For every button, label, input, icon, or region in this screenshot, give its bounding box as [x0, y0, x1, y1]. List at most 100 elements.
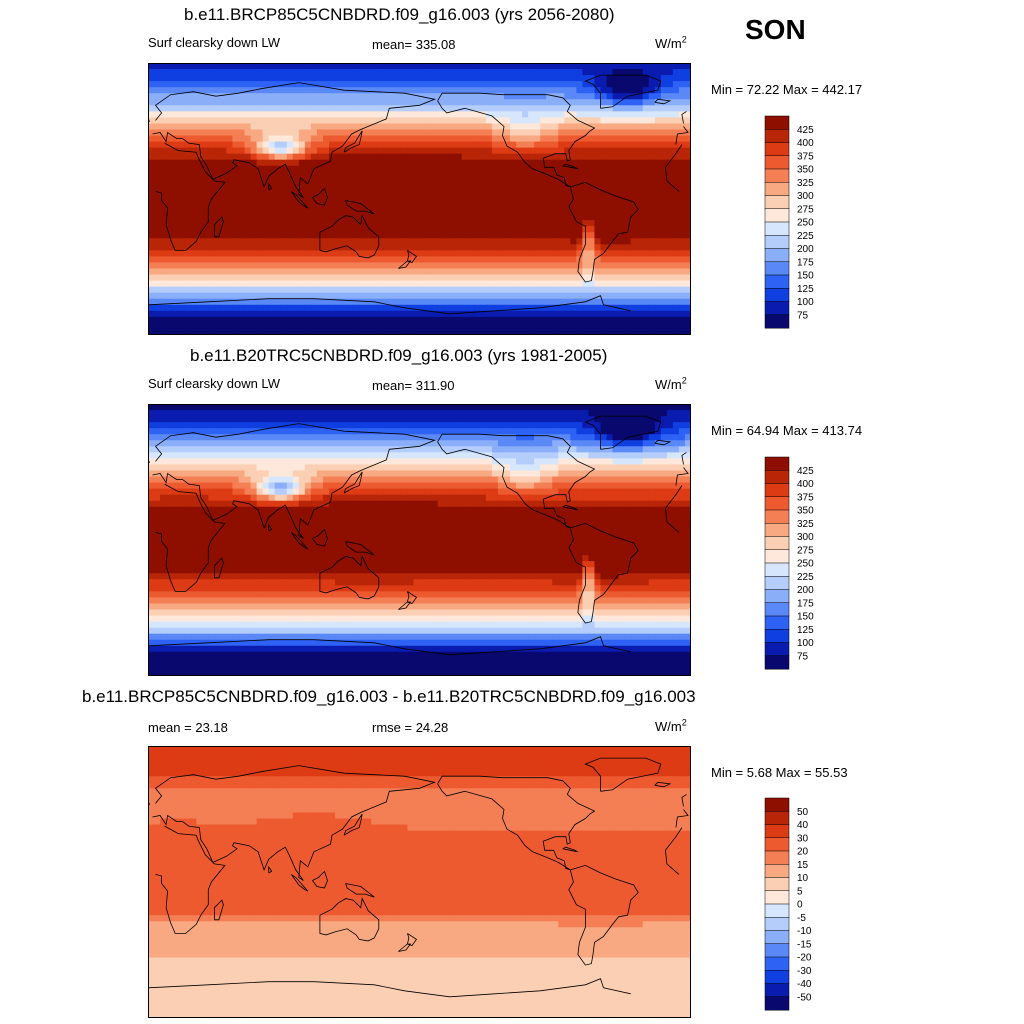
colorbar-swatch — [764, 536, 790, 551]
panel-3-title: b.e11.BRCP85C5CNBDRD.f09_g16.003 - b.e11… — [82, 687, 696, 706]
colorbar-tick-label: 325 — [797, 519, 814, 530]
colorbar-tick-label: 50 — [797, 807, 809, 818]
colorbar-tick-label: 350 — [797, 506, 814, 517]
panel-1-variable-label: Surf clearsky down LW — [148, 35, 280, 50]
colorbar-tick-label: 375 — [797, 151, 814, 162]
colorbar-tick-label: 75 — [797, 310, 809, 321]
colorbar-swatch — [764, 208, 790, 223]
colorbar-swatch — [764, 811, 790, 825]
panel-2-map — [148, 404, 691, 676]
colorbar-swatch — [764, 562, 790, 577]
colorbar-tick-label: 15 — [797, 860, 809, 871]
colorbar-swatch — [764, 996, 790, 1011]
panel-3-rmse-label: rmse = 24.28 — [372, 720, 449, 735]
colorbar-swatch — [764, 890, 790, 905]
colorbar-swatch — [764, 930, 790, 945]
colorbar-tick-label: 100 — [797, 638, 814, 649]
panel-2-colorbar: 425 400 375 350 325 300 275 250 225 200 175 150 125 1… — [764, 456, 814, 670]
colorbar-swatch — [764, 824, 790, 839]
colorbar-tick-label: 30 — [797, 833, 809, 844]
colorbar-swatch — [764, 314, 790, 329]
colorbar-tick-label: -40 — [797, 979, 812, 990]
colorbar-swatch — [764, 589, 790, 604]
colorbar-swatch — [764, 917, 790, 931]
colorbar-tick-label: 300 — [797, 532, 814, 543]
colorbar-swatch — [764, 221, 790, 236]
colorbar-tick-label: 225 — [797, 231, 814, 242]
colorbar-swatch — [764, 983, 790, 998]
panel-1-units: W/m2 — [655, 34, 687, 51]
colorbar-swatch — [764, 549, 790, 564]
panel-1-colorbar: 425 400 375 350 325 300 275 250 225 200 175 150 125 1… — [764, 115, 814, 329]
panel-1-map — [148, 63, 691, 335]
colorbar-tick-label: 125 — [797, 284, 814, 295]
panel-2-units: W/m2 — [655, 375, 687, 392]
colorbar-swatch — [764, 155, 790, 170]
colorbar-swatch — [764, 970, 790, 984]
colorbar-tick-label: 175 — [797, 257, 814, 268]
colorbar-swatch — [764, 602, 790, 617]
colorbar-swatch — [764, 850, 790, 865]
colorbar-swatch — [764, 483, 790, 498]
colorbar-tick-label: 200 — [797, 585, 814, 596]
colorbar-tick-label: 0 — [797, 900, 803, 911]
colorbar-swatch — [764, 456, 790, 471]
panel-1-minmax: Min = 72.22 Max = 442.17 — [711, 82, 863, 97]
colorbar-swatch — [764, 129, 790, 143]
panel-2-title: b.e11.B20TRC5CNBDRD.f09_g16.003 (yrs 198… — [190, 346, 608, 365]
colorbar-swatch — [764, 943, 790, 958]
colorbar-swatch — [764, 496, 790, 511]
colorbar-swatch — [764, 956, 790, 971]
colorbar-tick-label: 125 — [797, 625, 814, 636]
colorbar-swatch — [764, 877, 790, 892]
colorbar-swatch — [764, 195, 790, 210]
panel-2-minmax: Min = 64.94 Max = 413.74 — [711, 423, 863, 438]
colorbar-tick-label: 40 — [797, 820, 809, 831]
colorbar-tick-label: 250 — [797, 218, 814, 229]
colorbar-swatch — [764, 288, 790, 302]
colorbar-tick-label: 150 — [797, 612, 814, 623]
colorbar-tick-label: -50 — [797, 992, 812, 1003]
colorbar-tick-label: 425 — [797, 125, 814, 136]
colorbar-tick-label: 5 — [797, 886, 803, 897]
colorbar-tick-label: -30 — [797, 966, 812, 977]
colorbar-swatch — [764, 470, 790, 484]
colorbar-tick-label: 150 — [797, 271, 814, 282]
colorbar-tick-label: 175 — [797, 598, 814, 609]
colorbar-swatch — [764, 864, 790, 878]
colorbar-tick-label: 20 — [797, 847, 809, 858]
colorbar-swatch — [764, 142, 790, 157]
panel-2-mean-label: mean= 311.90 — [372, 378, 455, 393]
colorbar-swatch — [764, 235, 790, 249]
colorbar-tick-label: 250 — [797, 559, 814, 570]
colorbar-swatch — [764, 576, 790, 590]
colorbar-tick-label: 225 — [797, 572, 814, 583]
colorbar-tick-label: 400 — [797, 138, 814, 149]
colorbar-tick-label: 10 — [797, 873, 809, 884]
panel-3-units: W/m2 — [655, 717, 687, 734]
colorbar-tick-label: 75 — [797, 651, 809, 662]
colorbar-tick-label: -20 — [797, 953, 812, 964]
panel-3-minmax: Min = 5.68 Max = 55.53 — [711, 765, 848, 780]
colorbar-swatch — [764, 509, 790, 524]
colorbar-tick-label: 200 — [797, 244, 814, 255]
colorbar-tick-label: 275 — [797, 204, 814, 215]
panel-1-mean-label: mean= 335.08 — [372, 37, 456, 52]
colorbar-tick-label: 400 — [797, 479, 814, 490]
colorbar-swatch — [764, 248, 790, 263]
colorbar-swatch — [764, 615, 790, 630]
colorbar-tick-label: 325 — [797, 178, 814, 189]
colorbar-swatch — [764, 168, 790, 183]
colorbar-swatch — [764, 655, 790, 670]
colorbar-swatch — [764, 629, 790, 643]
panel-3-mean-label: mean = 23.18 — [148, 720, 228, 735]
colorbar-swatch — [764, 642, 790, 657]
colorbar-tick-label: 275 — [797, 545, 814, 556]
panel-3-map — [148, 746, 691, 1018]
colorbar-swatch — [764, 182, 790, 196]
colorbar-swatch — [764, 261, 790, 276]
colorbar-swatch — [764, 115, 790, 130]
panel-2-variable-label: Surf clearsky down LW — [148, 376, 280, 391]
colorbar-tick-label: -15 — [797, 939, 812, 950]
